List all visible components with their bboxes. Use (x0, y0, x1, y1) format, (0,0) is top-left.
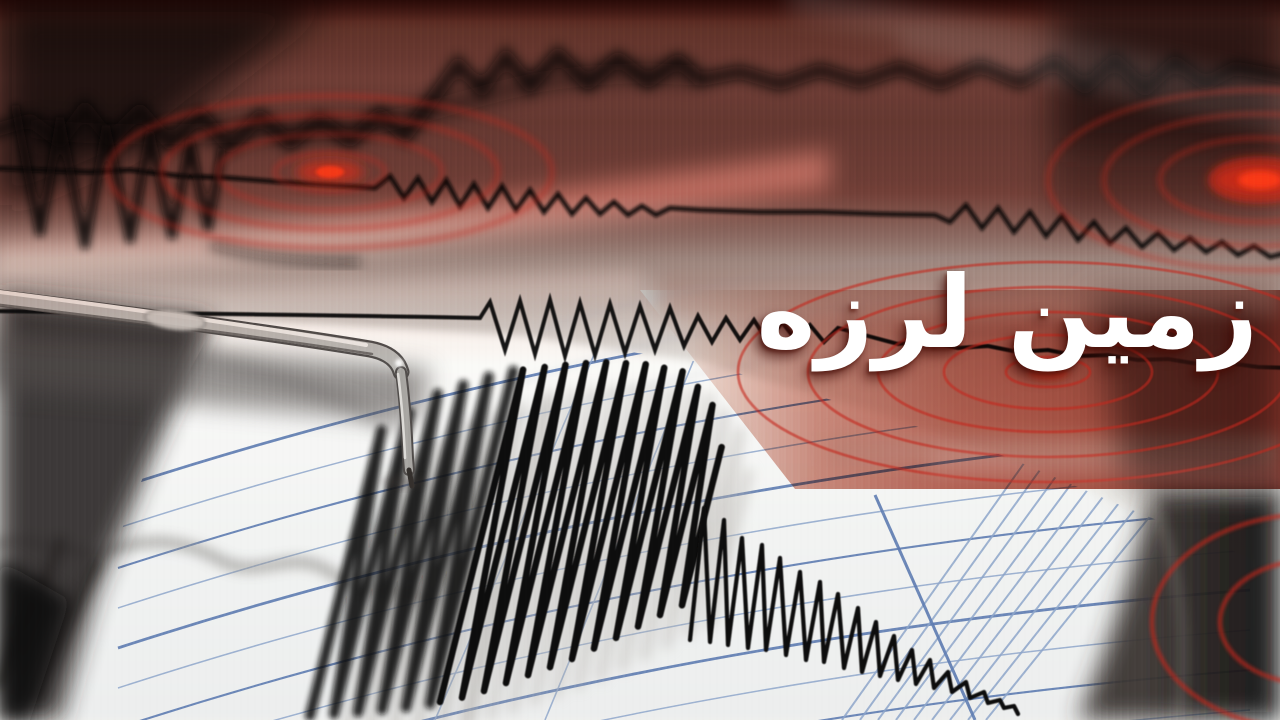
grid-cross-line (873, 494, 977, 720)
drum-edge-highlight (1145, 490, 1186, 720)
shadow-bottom-left (0, 560, 70, 720)
epicenter-glow (1028, 364, 1068, 380)
seismic-trace-tail (687, 505, 1021, 717)
epicenter-ripples-left (105, 93, 555, 251)
stylus-tip (406, 467, 415, 489)
epicenter-ripples-corner (1149, 513, 1280, 720)
headline-title: زمین لرزه (756, 254, 1258, 371)
seismic-trace-main (305, 359, 1021, 720)
sheen-streaks (790, 0, 1280, 492)
